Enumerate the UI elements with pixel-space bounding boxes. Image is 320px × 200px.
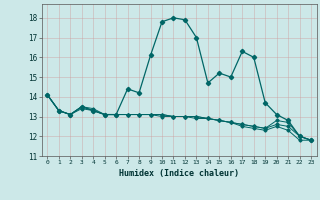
X-axis label: Humidex (Indice chaleur): Humidex (Indice chaleur) [119,169,239,178]
